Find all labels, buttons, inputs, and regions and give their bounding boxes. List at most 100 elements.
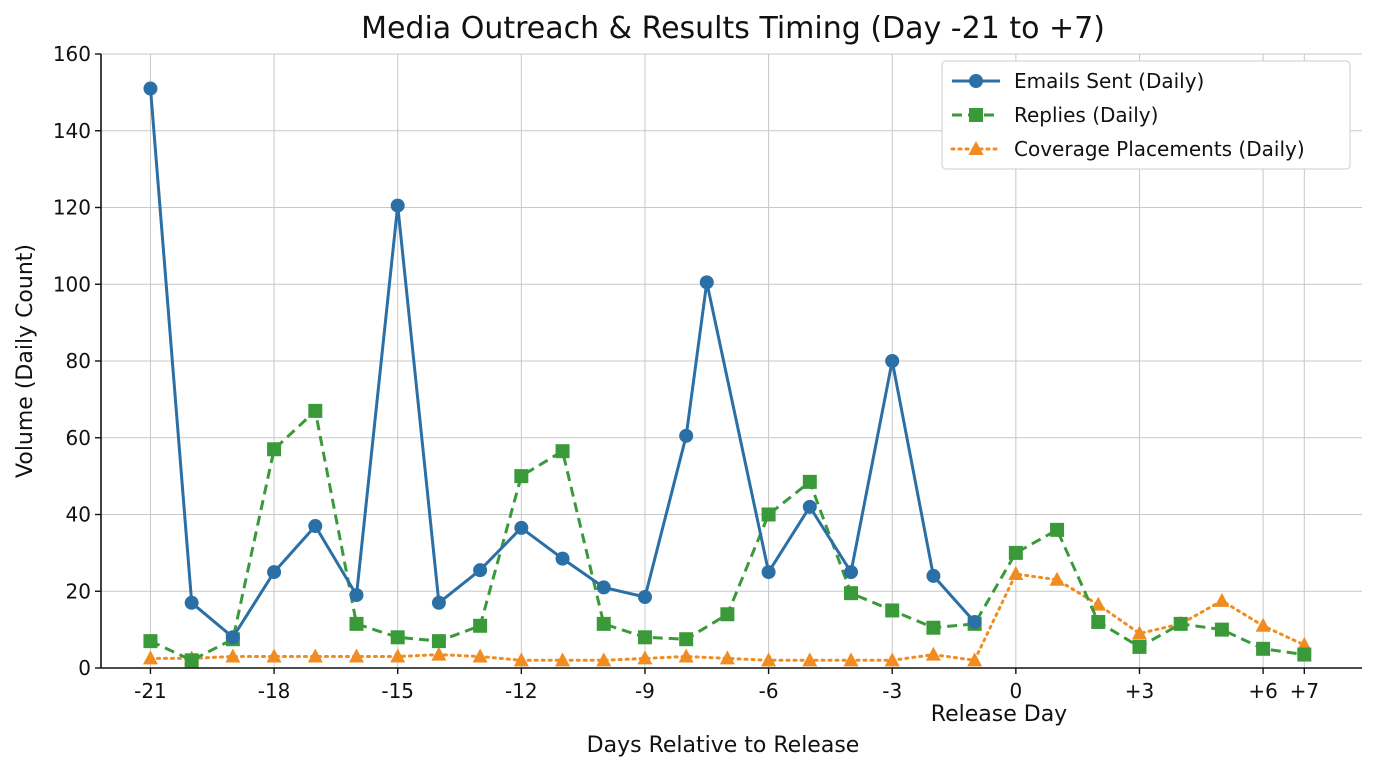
replies-point bbox=[844, 586, 859, 601]
replies-point bbox=[1297, 647, 1312, 662]
legend-marker bbox=[968, 141, 984, 155]
coverage-placements-point bbox=[1214, 592, 1230, 607]
replies-point bbox=[555, 444, 570, 459]
coverage-placements-point bbox=[678, 648, 694, 663]
replies-point bbox=[473, 618, 488, 633]
replies-point bbox=[885, 603, 900, 618]
legend-marker bbox=[969, 108, 983, 122]
coverage-placements-point bbox=[1008, 565, 1024, 580]
emails-sent-point bbox=[926, 568, 941, 583]
legend-marker bbox=[969, 74, 983, 88]
series-layer bbox=[142, 81, 1312, 668]
emails-sent-point bbox=[431, 595, 446, 610]
coverage-placements-point bbox=[555, 652, 571, 667]
coverage-placements-point bbox=[1296, 636, 1312, 651]
coverage-placements-point bbox=[431, 646, 447, 661]
coverage-placements-point bbox=[142, 650, 158, 665]
ticks: 0 20 40 60 80 100 120 140 160 -21 -18 -15 -12 -9 -6 -3 0… bbox=[53, 42, 1319, 703]
replies-point bbox=[679, 632, 694, 647]
replies-point bbox=[637, 630, 652, 645]
x-tick-label: 0 bbox=[1009, 679, 1022, 703]
y-tick-label: 0 bbox=[78, 656, 91, 680]
replies-point bbox=[349, 616, 364, 631]
legend-box bbox=[941, 60, 1351, 170]
emails-sent-point bbox=[555, 551, 570, 566]
y-tick-label: 60 bbox=[66, 426, 91, 450]
coverage-placements-point bbox=[1131, 625, 1147, 640]
coverage-placements-point bbox=[472, 648, 488, 663]
replies-point bbox=[720, 607, 735, 622]
y-tick-label: 20 bbox=[66, 579, 91, 603]
replies-point bbox=[143, 634, 158, 649]
legend-label: Replies (Daily) bbox=[1014, 103, 1158, 127]
replies-point bbox=[267, 442, 282, 457]
replies-point bbox=[390, 630, 405, 645]
emails-sent-point bbox=[514, 520, 529, 535]
emails-sent-point bbox=[699, 275, 714, 290]
coverage-placements-point bbox=[307, 648, 323, 663]
replies-point bbox=[184, 653, 199, 668]
x-tick-label: +3 bbox=[1125, 679, 1154, 703]
y-tick-label: 160 bbox=[53, 42, 91, 66]
replies-point bbox=[1173, 616, 1188, 631]
y-axis-title: Volume (Daily Count) bbox=[13, 244, 38, 478]
x-tick-label: -9 bbox=[635, 679, 655, 703]
emails-sent-point bbox=[761, 565, 776, 580]
legend-item-coverage-placements: Coverage Placements (Daily) bbox=[950, 137, 1305, 161]
replies-line bbox=[149, 409, 1305, 662]
coverage-placements-point bbox=[884, 652, 900, 667]
emails-sent-point bbox=[308, 519, 323, 534]
coverage-placements-point bbox=[390, 648, 406, 663]
emails-sent-point bbox=[267, 565, 282, 580]
x-axis-title: Days Relative to Release bbox=[587, 733, 860, 758]
replies-point bbox=[514, 469, 529, 484]
coverage-placements-point bbox=[637, 650, 653, 665]
replies-point bbox=[1256, 641, 1271, 656]
replies-point bbox=[1214, 622, 1229, 637]
legend-label: Emails Sent (Daily) bbox=[1014, 69, 1204, 93]
legend: Emails Sent (Daily) Replies (Daily) Covera… bbox=[941, 60, 1351, 170]
replies-series bbox=[143, 403, 1312, 668]
y-tick-label: 40 bbox=[66, 503, 91, 527]
replies-point bbox=[926, 620, 941, 635]
coverage-placements-point bbox=[225, 648, 241, 663]
replies-point bbox=[1132, 639, 1147, 654]
emails-sent-point bbox=[473, 563, 488, 578]
emails-sent-point bbox=[143, 81, 158, 96]
coverage-placements-point bbox=[1255, 617, 1271, 632]
release-day-annotation: Release Day bbox=[931, 702, 1067, 727]
emails-sent-point bbox=[225, 630, 240, 645]
emails-sent-point bbox=[885, 354, 900, 368]
emails-sent-series bbox=[143, 81, 982, 645]
emails-sent-point bbox=[596, 580, 611, 595]
x-tick-label: -18 bbox=[258, 679, 291, 703]
replies-point bbox=[596, 616, 611, 631]
legend-item-emails-sent: Emails Sent (Daily) bbox=[952, 69, 1204, 93]
replies-point bbox=[761, 507, 776, 522]
x-tick-label: +6 bbox=[1248, 679, 1277, 703]
emails-sent-point bbox=[390, 198, 405, 213]
x-tick-label: -6 bbox=[759, 679, 779, 703]
chart-title: Media Outreach & Results Timing (Day -21… bbox=[361, 11, 1105, 46]
emails-sent-point bbox=[637, 590, 652, 605]
y-tick-label: 100 bbox=[53, 272, 91, 296]
x-tick-label: -3 bbox=[882, 679, 902, 703]
y-tick-label: 120 bbox=[53, 196, 91, 220]
coverage-placements-point bbox=[266, 648, 282, 663]
coverage-placements-point bbox=[513, 652, 529, 667]
replies-point bbox=[802, 474, 817, 489]
y-tick-label: 140 bbox=[53, 119, 91, 143]
coverage-placements-point bbox=[802, 652, 818, 667]
emails-sent-point bbox=[967, 614, 982, 629]
legend-label: Coverage Placements (Daily) bbox=[1014, 137, 1305, 161]
coverage-placements-point bbox=[348, 648, 364, 663]
legend-item-replies: Replies (Daily) bbox=[952, 103, 1158, 127]
coverage-placements-point bbox=[719, 650, 735, 665]
coverage-placements-point bbox=[1049, 571, 1065, 586]
coverage-placements-point bbox=[967, 652, 983, 667]
emails-sent-point bbox=[802, 499, 817, 514]
grid bbox=[101, 53, 1362, 669]
x-tick-label: -21 bbox=[134, 679, 167, 703]
